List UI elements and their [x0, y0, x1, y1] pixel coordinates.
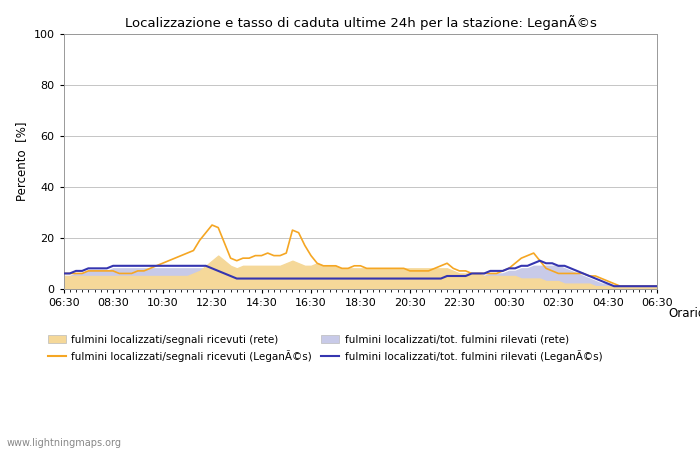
Legend: fulmini localizzati/segnali ricevuti (rete), fulmini localizzati/segnali ricevut: fulmini localizzati/segnali ricevuti (re…: [48, 335, 602, 362]
Y-axis label: Percento  [%]: Percento [%]: [15, 122, 28, 201]
Title: Localizzazione e tasso di caduta ultime 24h per la stazione: LeganÃ©s: Localizzazione e tasso di caduta ultime …: [125, 15, 596, 30]
Text: www.lightningmaps.org: www.lightningmaps.org: [7, 438, 122, 448]
X-axis label: Orario: Orario: [668, 306, 700, 320]
